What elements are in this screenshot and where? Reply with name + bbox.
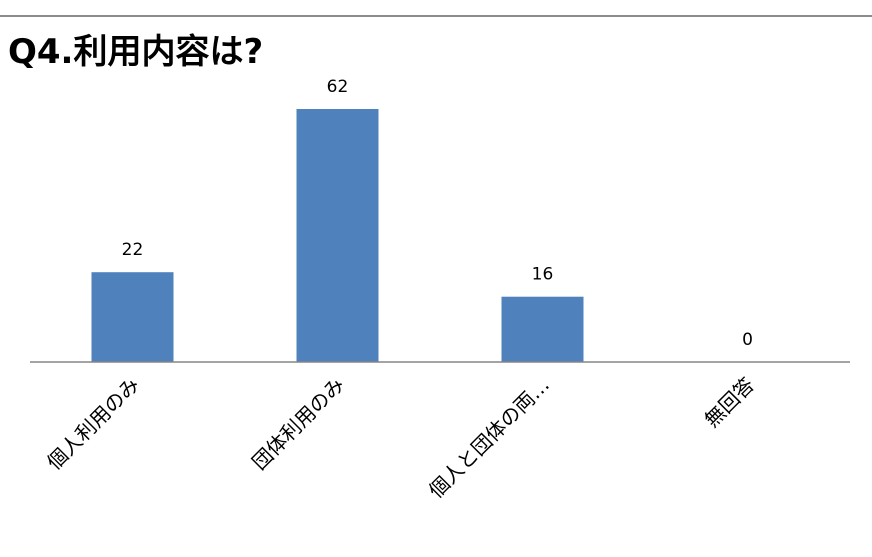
bar-1: [296, 109, 379, 362]
bar-0: [91, 272, 174, 362]
data-label-2: 16: [532, 265, 554, 285]
data-label-1: 62: [327, 77, 349, 97]
chart-title: Q4.利用内容は?: [8, 32, 264, 72]
top-divider: [0, 15, 872, 17]
category-label-3: 無回答: [700, 373, 759, 432]
data-label-3: 0: [742, 330, 753, 350]
category-label-0: 個人利用のみ: [42, 373, 144, 475]
category-label-2: 個人と団体の両…: [424, 373, 554, 503]
data-label-0: 22: [122, 240, 144, 260]
category-label-1: 団体利用のみ: [247, 373, 349, 475]
bar-2: [501, 296, 584, 362]
